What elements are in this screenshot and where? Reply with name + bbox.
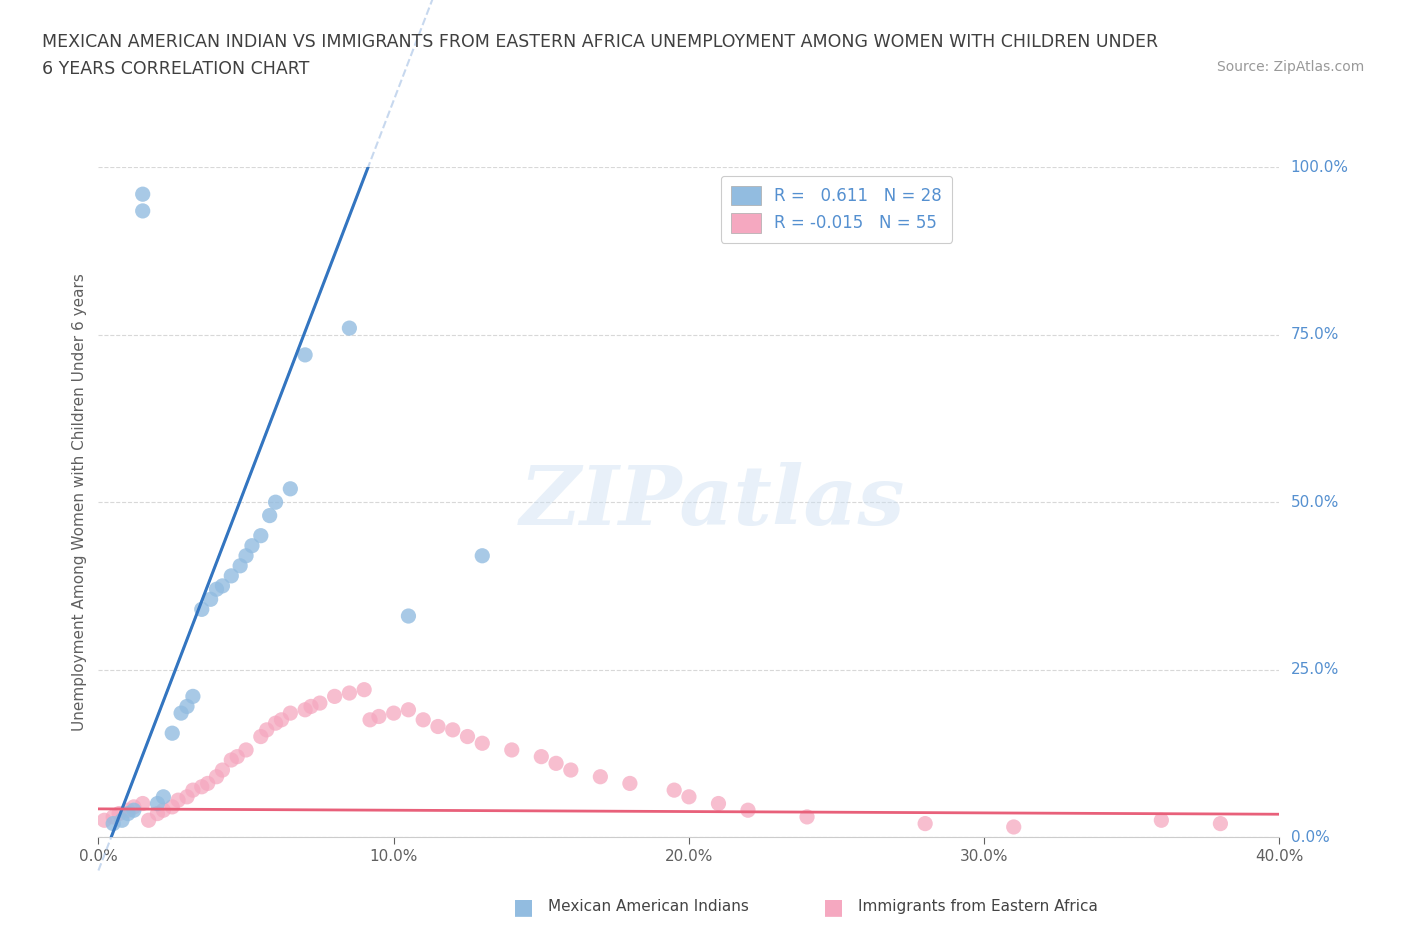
Text: ZIPatlas: ZIPatlas [520,462,905,542]
Point [167,792,190,807]
Point [707,796,730,811]
Point [250,729,273,744]
Point [170,706,193,721]
Point [1002,819,1025,834]
Text: 6 YEARS CORRELATION CHART: 6 YEARS CORRELATION CHART [42,60,309,78]
Text: 25.0%: 25.0% [1291,662,1339,677]
Point [211,763,233,777]
Point [471,549,494,564]
Point [103,817,125,831]
Point [337,321,360,336]
Point [122,803,145,817]
Point [278,706,302,721]
Point [309,696,332,711]
Point [219,568,242,583]
Point [299,699,322,714]
Point [132,204,155,219]
Point [1209,817,1232,831]
Text: MEXICAN AMERICAN INDIAN VS IMMIGRANTS FROM EASTERN AFRICA UNEMPLOYMENT AMONG WOM: MEXICAN AMERICAN INDIAN VS IMMIGRANTS FR… [42,33,1159,50]
Point [176,790,198,804]
Point [471,736,494,751]
Point [211,578,233,593]
Point [396,608,419,623]
Point [117,806,139,821]
Point [111,813,134,828]
Point [132,187,155,202]
Point [117,803,139,817]
Point [205,769,228,784]
Point [226,750,249,764]
Point [337,685,360,700]
Point [103,809,125,824]
Y-axis label: Unemployment Among Women with Children Under 6 years: Unemployment Among Women with Children U… [72,273,87,731]
Point [396,702,419,717]
Text: Source: ZipAtlas.com: Source: ZipAtlas.com [1216,60,1364,74]
Point [200,591,222,606]
Point [382,706,405,721]
Point [544,756,567,771]
Point [1150,813,1173,828]
Point [264,716,287,731]
Point [219,752,242,767]
Point [294,348,316,363]
Point [353,683,375,698]
Text: 75.0%: 75.0% [1291,327,1339,342]
Point [256,723,278,737]
Point [108,806,131,821]
Point [122,800,145,815]
Point [294,702,316,717]
Point [664,783,686,798]
Point [560,763,582,777]
Point [162,725,183,740]
Point [93,813,115,828]
Point [264,495,287,510]
Point [368,709,391,724]
Point [456,729,478,744]
Point [278,482,302,497]
Point [270,712,292,727]
Text: ■: ■ [513,897,534,917]
Point [427,719,450,734]
Point [162,800,183,815]
Legend: R =   0.611   N = 28, R = -0.015   N = 55: R = 0.611 N = 28, R = -0.015 N = 55 [721,176,952,243]
Point [323,689,346,704]
Point [359,712,381,727]
Point [530,750,553,764]
Point [796,809,818,824]
Point [181,783,204,798]
Point [235,742,257,757]
Point [176,699,198,714]
Text: Mexican American Indians: Mexican American Indians [548,899,749,914]
Point [138,813,160,828]
Point [152,803,174,817]
Point [250,528,273,543]
Point [191,779,214,794]
Point [235,549,257,564]
Point [240,538,263,553]
Text: 100.0%: 100.0% [1291,160,1348,175]
Text: 50.0%: 50.0% [1291,495,1339,510]
Point [259,508,281,523]
Point [914,817,936,831]
Text: 0.0%: 0.0% [1291,830,1329,844]
Point [619,776,641,790]
Point [501,742,523,757]
Point [132,796,155,811]
Point [412,712,434,727]
Point [737,803,759,817]
Point [152,790,174,804]
Point [678,790,700,804]
Point [191,602,214,617]
Point [197,776,219,790]
Point [146,796,169,811]
Text: ■: ■ [823,897,844,917]
Point [205,582,228,597]
Text: Immigrants from Eastern Africa: Immigrants from Eastern Africa [858,899,1098,914]
Point [589,769,612,784]
Point [181,689,204,704]
Point [441,723,464,737]
Point [229,558,252,573]
Point [146,806,169,821]
